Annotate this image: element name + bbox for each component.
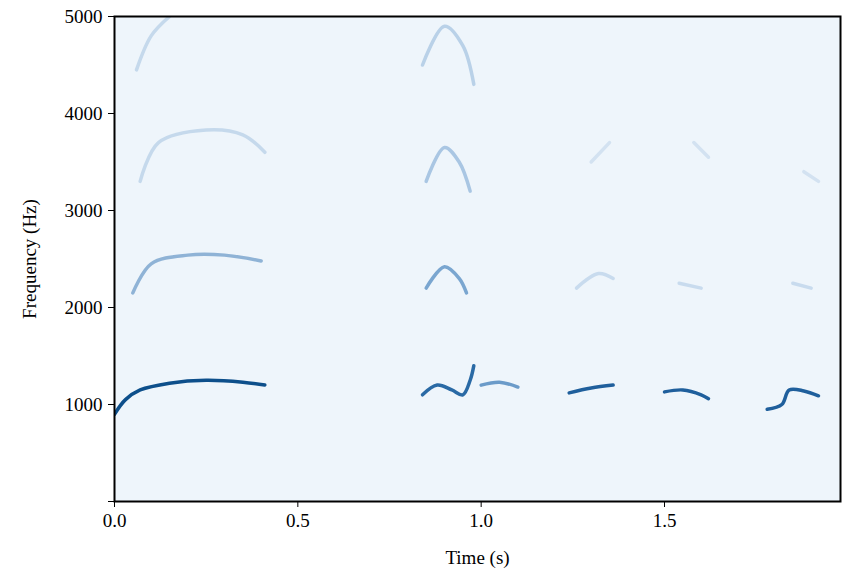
svg-text:3000: 3000 bbox=[65, 200, 103, 221]
svg-text:1.0: 1.0 bbox=[469, 510, 493, 531]
svg-text:1.5: 1.5 bbox=[653, 510, 677, 531]
svg-text:0.5: 0.5 bbox=[286, 510, 310, 531]
svg-text:2000: 2000 bbox=[65, 297, 103, 318]
svg-text:5000: 5000 bbox=[65, 6, 103, 27]
svg-text:1000: 1000 bbox=[65, 394, 103, 415]
svg-text:4000: 4000 bbox=[65, 103, 103, 124]
svg-text:0.0: 0.0 bbox=[103, 510, 127, 531]
svg-text:Frequency (Hz): Frequency (Hz) bbox=[19, 199, 41, 319]
svg-text:Time (s): Time (s) bbox=[445, 547, 509, 569]
